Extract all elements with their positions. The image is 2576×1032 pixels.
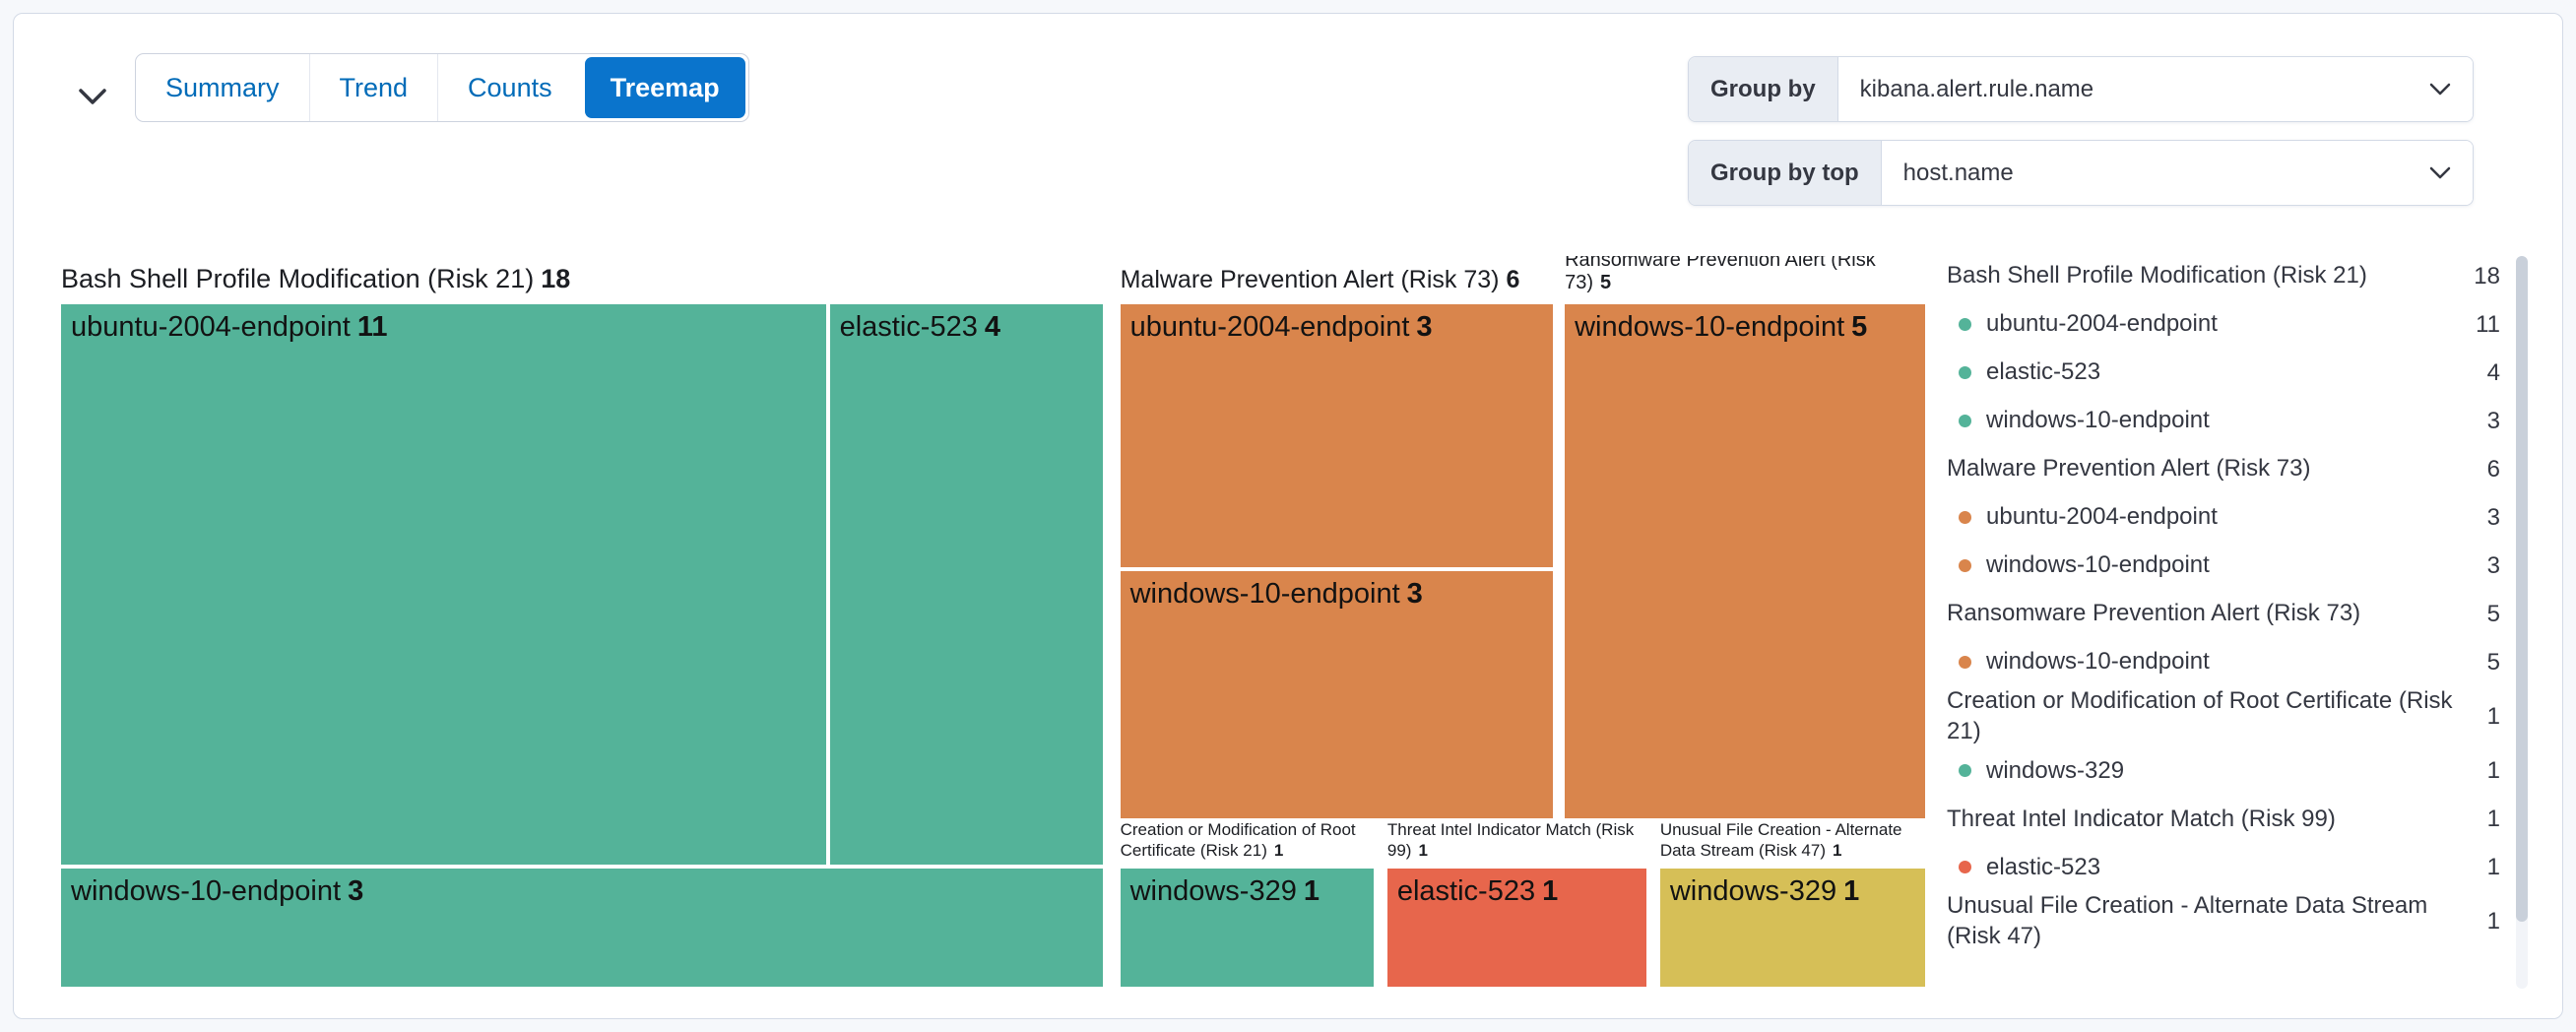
group-by-top-label: Group by top [1689, 141, 1882, 205]
chevron-down-icon [2429, 166, 2451, 178]
legend-label: windows-10-endpoint [1986, 407, 2210, 434]
legend-color-dot-icon [1959, 366, 1971, 379]
group-by-select[interactable]: kibana.alert.rule.name [1837, 57, 2473, 121]
legend-label: windows-10-endpoint [1986, 551, 2210, 579]
treemap-tile[interactable]: windows-329 1 [1118, 866, 1377, 989]
legend-color-dot-icon [1959, 415, 1971, 427]
treemap-group-header: Creation or Modification of Root Certifi… [1120, 820, 1356, 861]
treemap-tile[interactable]: windows-10-endpoint 3 [59, 866, 1106, 989]
legend-label: Ransomware Prevention Alert (Risk 73) [1947, 600, 2361, 627]
group-by-top-control: Group by top host.name [1688, 140, 2474, 206]
legend-item-row[interactable]: ubuntu-2004-endpoint 11 [1947, 300, 2500, 349]
legend-value: 3 [2486, 551, 2500, 579]
treemap-tile[interactable]: ubuntu-2004-endpoint 3 [1118, 301, 1556, 570]
treemap-group-header: Malware Prevention Alert (Risk 73) 6 [1120, 265, 1520, 293]
legend-label: ubuntu-2004-endpoint [1986, 310, 2218, 338]
treemap-tile-label: ubuntu-2004-endpoint 11 [71, 310, 388, 343]
treemap-group-header: Ransomware Prevention Alert (Risk 73) 5 [1565, 256, 1876, 293]
treemap-tile-label: elastic-523 4 [839, 310, 1000, 343]
legend-value: 4 [2486, 358, 2500, 386]
legend-value: 1 [2486, 756, 2500, 784]
group-by-top-value: host.name [1902, 159, 2014, 186]
tab-trend[interactable]: Trend [308, 54, 438, 121]
group-by-value: kibana.alert.rule.name [1859, 75, 2094, 102]
legend-item-row[interactable]: elastic-523 4 [1947, 349, 2500, 397]
legend-value: 18 [2474, 262, 2500, 290]
legend-label: elastic-523 [1986, 358, 2101, 386]
legend-value: 5 [2486, 600, 2500, 627]
legend-label: elastic-523 [1986, 853, 2101, 880]
treemap-chart: Bash Shell Profile Modification (Risk 21… [59, 256, 1927, 989]
legend-label: ubuntu-2004-endpoint [1986, 503, 2218, 531]
legend-label: windows-10-endpoint [1986, 648, 2210, 676]
legend-color-dot-icon [1959, 861, 1971, 874]
legend-group-row[interactable]: Creation or Modification of Root Certifi… [1947, 686, 2500, 746]
legend-group-row[interactable]: Ransomware Prevention Alert (Risk 73) 5 [1947, 590, 2500, 638]
legend-group-row[interactable]: Malware Prevention Alert (Risk 73) 6 [1947, 445, 2500, 493]
treemap-tile[interactable]: elastic-523 1 [1385, 866, 1649, 989]
treemap-tile-label: windows-10-endpoint 3 [71, 874, 364, 907]
tab-treemap[interactable]: Treemap [584, 57, 745, 118]
legend-group-row[interactable]: Unusual File Creation - Alternate Data S… [1947, 891, 2500, 951]
legend-color-dot-icon [1959, 511, 1971, 524]
treemap-legend: Bash Shell Profile Modification (Risk 21… [1947, 252, 2500, 952]
legend-item-row[interactable]: windows-10-endpoint 5 [1947, 638, 2500, 686]
legend-label: Bash Shell Profile Modification (Risk 21… [1947, 262, 2367, 290]
panel-collapse-button[interactable] [65, 69, 120, 124]
tab-counts[interactable]: Counts [437, 54, 582, 121]
legend-label: Threat Intel Indicator Match (Risk 99) [1947, 805, 2336, 832]
legend-label: windows-329 [1986, 756, 2125, 784]
legend-color-dot-icon [1959, 764, 1971, 778]
legend-color-dot-icon [1959, 318, 1971, 331]
legend-item-row[interactable]: windows-329 1 [1947, 746, 2500, 795]
treemap-tile-label: elastic-523 1 [1396, 874, 1559, 907]
treemap-tile[interactable]: windows-10-endpoint 5 [1563, 301, 1927, 820]
legend-value: 3 [2486, 407, 2500, 434]
legend-label: Unusual File Creation - Alternate Data S… [1947, 892, 2428, 950]
treemap-tile-label: windows-329 1 [1129, 874, 1320, 907]
legend-value: 11 [2476, 310, 2500, 338]
legend-scrollbar[interactable] [2516, 256, 2528, 989]
legend-value: 3 [2486, 503, 2500, 531]
legend-item-row[interactable]: windows-10-endpoint 3 [1947, 542, 2500, 590]
treemap-tile[interactable]: windows-329 1 [1657, 866, 1927, 989]
legend-label: Malware Prevention Alert (Risk 73) [1947, 455, 2311, 483]
legend-value: 5 [2486, 648, 2500, 676]
chevron-down-icon [79, 89, 106, 104]
legend-item-row[interactable]: windows-10-endpoint 3 [1947, 397, 2500, 445]
legend-color-dot-icon [1959, 559, 1971, 572]
treemap-group-header: Threat Intel Indicator Match (Risk 99) 1 [1386, 820, 1635, 861]
group-by-top-select[interactable]: host.name [1881, 141, 2473, 205]
legend-value: 1 [2486, 702, 2500, 730]
legend-group-row[interactable]: Bash Shell Profile Modification (Risk 21… [1947, 252, 2500, 300]
treemap-tile[interactable]: windows-10-endpoint 3 [1118, 569, 1556, 820]
legend-group-row[interactable]: Threat Intel Indicator Match (Risk 99) 1 [1947, 795, 2500, 843]
legend-value: 1 [2486, 853, 2500, 880]
legend-value: 1 [2486, 908, 2500, 935]
alerts-visualization-panel: Summary Trend Counts Treemap Group by kiban… [13, 13, 2563, 1019]
treemap-tile-label: windows-10-endpoint 5 [1575, 310, 1868, 343]
group-by-control: Group by kibana.alert.rule.name [1688, 56, 2474, 122]
scrollbar-thumb[interactable] [2516, 256, 2528, 922]
legend-label: Creation or Modification of Root Certifi… [1947, 687, 2453, 744]
treemap-tile[interactable]: ubuntu-2004-endpoint 11 [59, 301, 828, 867]
legend-item-row[interactable]: ubuntu-2004-endpoint 3 [1947, 493, 2500, 542]
view-tab-group: Summary Trend Counts Treemap [135, 53, 749, 122]
tab-summary[interactable]: Summary [136, 54, 309, 121]
legend-value: 6 [2486, 455, 2500, 483]
group-by-label: Group by [1689, 57, 1838, 121]
group-by-controls: Group by kibana.alert.rule.name Group by… [1688, 56, 2474, 206]
treemap-tile[interactable]: elastic-523 4 [827, 301, 1106, 867]
legend-color-dot-icon [1959, 656, 1971, 669]
treemap-group-header: Bash Shell Profile Modification (Risk 21… [61, 263, 571, 293]
legend-item-row[interactable]: elastic-523 1 [1947, 843, 2500, 891]
chevron-down-icon [2429, 83, 2451, 95]
legend-value: 1 [2486, 805, 2500, 832]
treemap-tile-label: ubuntu-2004-endpoint 3 [1129, 310, 1433, 343]
treemap-tile-label: windows-10-endpoint 3 [1129, 578, 1423, 611]
treemap-group-header: Unusual File Creation - Alternate Data S… [1659, 820, 1902, 861]
treemap-tile-label: windows-329 1 [1669, 874, 1860, 907]
